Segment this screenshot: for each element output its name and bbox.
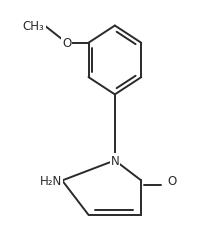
Text: H₂N: H₂N [40, 174, 62, 187]
Text: CH₃: CH₃ [23, 20, 45, 33]
Text: O: O [62, 37, 71, 50]
Text: N: N [110, 154, 119, 167]
Text: O: O [168, 174, 177, 187]
